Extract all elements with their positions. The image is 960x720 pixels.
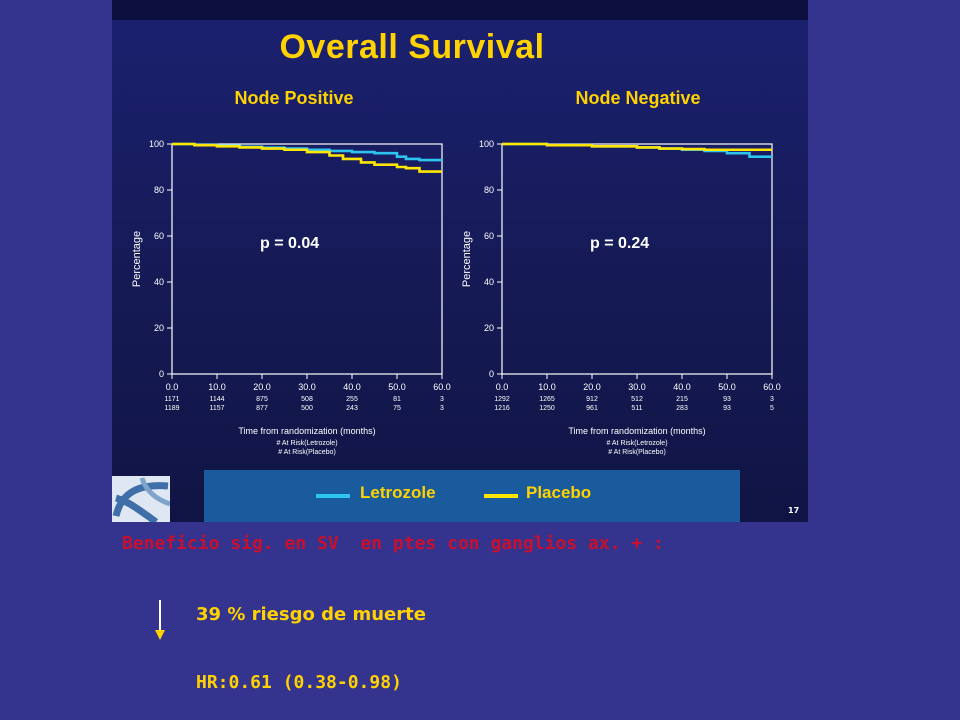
at-risk-value: 1265 — [539, 396, 555, 403]
at-risk-value: 81 — [393, 396, 401, 403]
at-risk-value: 1157 — [209, 405, 224, 412]
chart-node-positive-svg: 0 20 40 60 80 100 0.0 10.0 20.0 30.0 40.0 50.0 60.0 1… — [131, 139, 451, 456]
at-risk-value: 961 — [586, 405, 598, 412]
benefit-text: Beneficio sig. en SV en ptes con ganglio… — [122, 533, 664, 554]
survival-slide: Overall Survival Node Positive Node Nega… — [112, 0, 808, 522]
p-value-annotation: p = 0.04 — [260, 235, 319, 252]
hazard-ratio-text: HR:0.61 (0.38-0.98) — [196, 672, 402, 693]
panel-title-node-negative: Node Negative — [575, 88, 701, 108]
y-axis-label: Percentage — [461, 231, 473, 287]
y-tick-label: 60 — [484, 231, 494, 241]
at-risk-value: 255 — [346, 396, 358, 403]
x-axis-label: Time from randomization (months) — [568, 426, 705, 436]
x-tick-label: 30.0 — [298, 382, 316, 392]
y-tick-label: 20 — [484, 323, 494, 333]
logo-icon — [112, 476, 170, 522]
y-tick-label: 100 — [149, 139, 164, 149]
at-risk-value: 1292 — [494, 396, 510, 403]
x-tick-label: 0.0 — [166, 382, 179, 392]
chart-node-negative-svg: 0 20 40 60 80 100 0.0 10.0 20.0 30.0 40.0 50.0 60.0 1… — [461, 139, 781, 456]
at-risk-label: # At Risk(Placebo) — [278, 449, 336, 456]
plot-frame — [171, 143, 443, 375]
at-risk-value: 3 — [440, 396, 444, 403]
at-risk-value: 877 — [256, 405, 268, 412]
y-tick-label: 40 — [154, 277, 164, 287]
down-arrow-icon — [155, 600, 165, 640]
y-tick-label: 20 — [154, 323, 164, 333]
at-risk-label: # At Risk(Letrozole) — [276, 440, 337, 447]
slide-title: Overall Survival — [279, 28, 545, 66]
at-risk-value: 512 — [631, 396, 643, 403]
x-tick-label: 50.0 — [388, 382, 406, 392]
placebo-survival-line — [502, 142, 772, 152]
x-tick-label: 30.0 — [628, 382, 646, 392]
at-risk-value: 243 — [346, 405, 358, 412]
at-risk-value: 1189 — [164, 405, 179, 412]
y-axis-label: Percentage — [131, 231, 143, 287]
at-risk-value: 912 — [586, 396, 598, 403]
at-risk-value: 500 — [301, 405, 313, 412]
chart-node-negative: 0 20 40 60 80 100 0.0 10.0 20.0 30.0 40.0 50.0 60.0 1… — [452, 128, 792, 468]
x-tick-label: 10.0 — [208, 382, 226, 392]
x-tick-label: 40.0 — [673, 382, 691, 392]
y-tick-label: 100 — [479, 139, 494, 149]
at-risk-value: 1171 — [164, 396, 179, 403]
x-tick-label: 10.0 — [538, 382, 556, 392]
at-risk-value: 3 — [770, 396, 774, 403]
panel-title-node-positive: Node Positive — [234, 88, 354, 108]
x-tick-label: 40.0 — [343, 382, 361, 392]
at-risk-value: 3 — [440, 405, 444, 412]
chart-node-positive: 0 20 40 60 80 100 0.0 10.0 20.0 30.0 40.0 50.0 60.0 1… — [122, 128, 462, 468]
x-tick-label: 60.0 — [433, 382, 451, 392]
legend: Letrozole Placebo — [204, 470, 740, 522]
at-risk-value: 93 — [723, 396, 731, 403]
legend-swatch-letrozole — [316, 494, 350, 498]
at-risk-value: 75 — [393, 405, 401, 412]
at-risk-value: 511 — [631, 405, 642, 412]
x-tick-label: 60.0 — [763, 382, 781, 392]
y-tick-label: 0 — [489, 369, 494, 379]
y-tick-label: 40 — [484, 277, 494, 287]
x-tick-label: 20.0 — [583, 382, 601, 392]
at-risk-label: # At Risk(Placebo) — [608, 449, 666, 456]
at-risk-value: 215 — [676, 396, 688, 403]
at-risk-value: 283 — [676, 405, 688, 412]
at-risk-value: 875 — [256, 396, 268, 403]
slide-number: 17 — [788, 506, 800, 515]
at-risk-value: 508 — [301, 396, 313, 403]
y-tick-label: 0 — [159, 369, 164, 379]
y-tick-label: 80 — [154, 185, 164, 195]
at-risk-value: 1216 — [494, 405, 510, 412]
at-risk-label: # At Risk(Letrozole) — [606, 440, 667, 447]
risk-text: 39 % riesgo de muerte — [196, 604, 426, 625]
at-risk-value: 93 — [723, 405, 731, 412]
at-risk-value: 5 — [770, 405, 774, 412]
legend-label-letrozole: Letrozole — [360, 483, 436, 502]
x-axis-label: Time from randomization (months) — [238, 426, 375, 436]
at-risk-value: 1250 — [539, 405, 555, 412]
legend-swatch-placebo — [484, 494, 518, 498]
x-tick-label: 20.0 — [253, 382, 271, 392]
x-tick-label: 50.0 — [718, 382, 736, 392]
plot-frame — [501, 143, 773, 375]
slide-top-band — [112, 0, 808, 20]
legend-label-placebo: Placebo — [526, 483, 592, 502]
x-tick-label: 0.0 — [496, 382, 509, 392]
y-tick-label: 60 — [154, 231, 164, 241]
p-value-annotation: p = 0.24 — [590, 235, 649, 252]
placebo-survival-line — [172, 142, 442, 173]
at-risk-value: 1144 — [209, 396, 224, 403]
y-tick-label: 80 — [484, 185, 494, 195]
